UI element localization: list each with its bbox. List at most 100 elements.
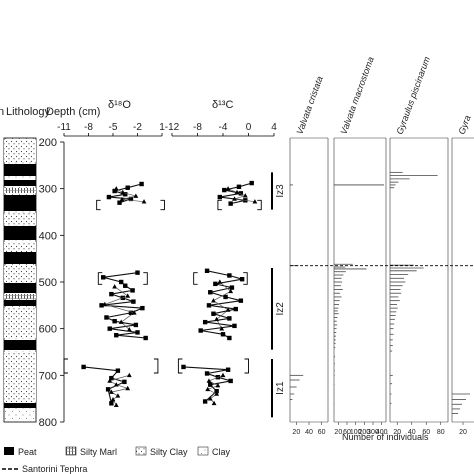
d18o-point-square — [133, 322, 139, 328]
depth-tick-label: 500 — [39, 277, 57, 289]
count-axis-label: Number of individuals — [342, 432, 429, 442]
d13c-point-square — [220, 332, 226, 337]
d13c-point-square — [227, 316, 232, 321]
depth-tick-label: 200 — [39, 137, 57, 149]
d18o-point-triangle — [107, 378, 113, 383]
species-tick-label: 40 — [408, 429, 416, 436]
d18o-point-square — [106, 194, 112, 200]
legend-peat-swatch — [4, 447, 14, 455]
d18o-point-triangle — [141, 199, 147, 204]
d13c-point-square — [213, 281, 218, 287]
d18o-point-triangle — [125, 385, 131, 391]
d18o-point-square — [109, 291, 114, 297]
d18o-point-square — [122, 379, 127, 385]
species-tick-label: 20 — [292, 429, 300, 436]
zone-label: Iz2 — [275, 302, 286, 316]
species-tick-label: 20 — [459, 429, 467, 436]
d18o-point-square — [135, 330, 140, 335]
species-tick-label: 400 — [376, 429, 388, 436]
d18o-point-square — [135, 270, 140, 275]
d18o-point-triangle — [108, 389, 114, 394]
d13c-tick-label: -4 — [219, 122, 228, 133]
d13c-point-triangle — [220, 372, 226, 378]
left-edge-fragment: n — [0, 106, 4, 118]
d18o-point-triangle — [113, 382, 119, 387]
lithology-silty-clay-2 — [4, 242, 36, 252]
legend-clay: Clay — [212, 447, 231, 457]
d18o-point-triangle — [120, 189, 126, 195]
depth-header: Depth (cm) — [46, 106, 100, 118]
d13c-series-line — [212, 281, 232, 329]
d13c-point-triangle — [242, 193, 248, 198]
d18o-bracket-left — [97, 272, 103, 285]
species-tick-label: 60 — [343, 429, 351, 436]
d13c-point-square — [239, 277, 245, 282]
d13c-point-square — [214, 389, 219, 394]
lithology-peat-7 — [4, 300, 36, 306]
d18o-point-square — [114, 333, 119, 338]
d13c-point-triangle — [214, 391, 220, 396]
d18o-series-line — [83, 366, 126, 404]
species-name: Gyraulus piscinarum — [394, 55, 432, 136]
d18o-panel: -11 -8 -5 -2 1 — [57, 122, 165, 407]
d13c-point-square — [249, 180, 254, 186]
d18o-point-square — [104, 315, 109, 320]
legend-tephra: Santorini Tephra — [22, 464, 87, 474]
d13c-point-triangle — [215, 383, 221, 388]
d13c-point-triangle — [205, 386, 211, 392]
d18o-point-square — [125, 185, 130, 190]
lithology-silty-clay-4 — [4, 308, 36, 338]
d18o-bracket-right — [153, 358, 159, 374]
d13c-bracket-right — [243, 272, 248, 285]
d18o-point-square — [105, 387, 111, 392]
species-tick-label: 200 — [358, 429, 370, 436]
d18o-point-square — [112, 319, 117, 324]
d13c-bracket-right — [244, 358, 249, 374]
d13c-panel: -12 -8 -4 0 4 — [165, 122, 277, 406]
d18o-tick-label: -8 — [84, 122, 93, 133]
d18o-point-square — [128, 196, 134, 202]
d13c-tick-label: -12 — [165, 122, 180, 133]
legend-silty-marl: Silty Marl — [80, 447, 117, 457]
species-name: Valvata cristata — [294, 75, 324, 136]
d18o-point-square — [139, 181, 144, 187]
d18o-point-square — [115, 368, 121, 373]
lithology-peat-8 — [4, 340, 36, 350]
d18o-point-square — [123, 192, 128, 197]
d13c-point-square — [227, 335, 232, 341]
d13c-point-square — [228, 201, 233, 206]
d13c-point-triangle — [232, 196, 237, 201]
d13c-point-square — [202, 399, 208, 404]
d18o-point-square — [109, 375, 114, 381]
d18o-point-square — [131, 299, 136, 304]
d18o-point-square — [123, 283, 128, 288]
d13c-point-square — [227, 273, 232, 278]
d13c-header: δ¹³C — [212, 99, 233, 111]
d13c-point-square — [229, 285, 235, 290]
lithology-silty-clay-upper — [4, 140, 36, 162]
species-name: Gyra — [456, 114, 472, 136]
lithology-header: Lithology — [6, 106, 51, 118]
d18o-point-triangle — [112, 284, 118, 289]
species-name: Valvata macrostoma — [338, 55, 375, 135]
d13c-point-square — [204, 268, 210, 273]
zone-label: Iz3 — [275, 184, 286, 198]
d18o-point-triangle — [110, 397, 116, 402]
d13c-point-triangle — [234, 189, 240, 195]
legend-clay-swatch — [197, 446, 209, 456]
zone-markers: Iz3 Iz2 Iz1 — [271, 172, 286, 418]
d18o-point-square — [143, 335, 148, 341]
species-tick-label: 20 — [334, 429, 342, 436]
d13c-point-triangle — [206, 378, 212, 383]
d18o-point-square — [130, 288, 135, 293]
d13c-point-triangle — [211, 400, 217, 406]
lithology-peat-5 — [4, 252, 36, 264]
zone-label: Iz1 — [275, 381, 286, 395]
d13c-point-triangle — [211, 298, 216, 303]
d18o-point-square — [118, 279, 124, 285]
d18o-tick-label: -11 — [57, 122, 71, 133]
d18o-tick-label: -5 — [109, 122, 118, 133]
lithology-peat-1 — [4, 164, 36, 176]
d18o-point-triangle — [113, 402, 119, 407]
species-tick-label: 80 — [437, 429, 445, 436]
